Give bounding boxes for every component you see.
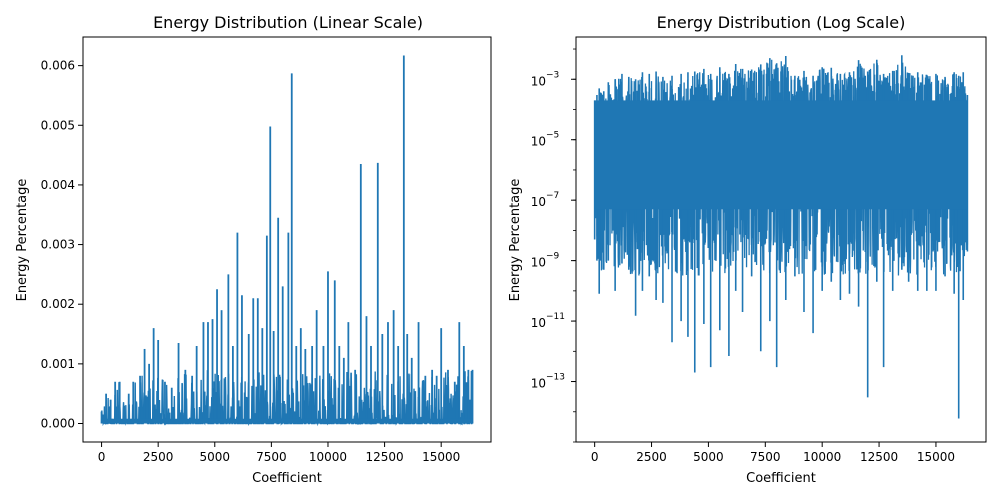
x-tick-label: 2500 [636,450,667,464]
y-tick-label: 10 [531,74,546,88]
x-tick-label: 10000 [803,450,841,464]
linear-series-line [100,370,474,427]
linear-x-ticks: 0 2500 5000 7500 10000 12500 15000 [98,442,460,464]
x-axis-label-linear: Coefficient [252,471,322,486]
y-tick-exponent: −5 [546,131,559,141]
y-tick-label: 0.004 [41,178,75,192]
log-scale-panel: Energy Distribution (Log Scale) 0 2500 500… [508,13,987,486]
linear-baseline-band [101,418,473,424]
y-tick-label: 10 [531,256,546,270]
linear-scale-panel: Energy Distribution (Linear Scale) 0 2500… [15,13,492,486]
y-tick-exponent: −9 [546,252,560,262]
y-tick-exponent: −11 [546,312,565,322]
y-tick-label: 0.006 [41,59,75,73]
y-tick-label: 0.002 [41,297,75,311]
y-tick-label: 10 [531,316,546,330]
x-axis-label-log: Coefficient [746,471,816,486]
y-axis-label-linear: Energy Percentage [15,179,30,302]
log-plot-area [593,55,969,419]
y-tick-label: 0.000 [41,417,75,431]
y-tick-exponent: −13 [546,373,565,383]
linear-plot-area [100,55,474,427]
y-tick-exponent: −3 [546,70,559,80]
y-tick-label: 0.003 [41,238,75,252]
x-tick-label: 5000 [200,450,231,464]
linear-axes-frame [82,36,492,443]
x-tick-label: 7500 [256,450,287,464]
x-tick-label: 15000 [422,450,460,464]
x-tick-label: 0 [98,450,106,464]
y-tick-exponent: −7 [546,191,559,201]
x-tick-label: 12500 [365,450,403,464]
y-tick-label: 10 [531,377,546,391]
x-tick-label: 12500 [860,450,898,464]
x-tick-label: 10000 [309,450,347,464]
chart-title-log: Energy Distribution (Log Scale) [657,13,906,32]
linear-y-ticks: 0.000 0.001 0.002 0.003 0.004 0.005 0.006 [41,59,83,431]
x-tick-label: 15000 [917,450,955,464]
y-tick-label: 0.001 [41,357,75,371]
x-tick-label: 0 [591,450,599,464]
chart-title-linear: Energy Distribution (Linear Scale) [153,13,423,32]
y-axis-label-log: Energy Percentage [508,179,523,302]
y-tick-label: 10 [531,135,546,149]
log-dense-band [594,100,968,210]
log-x-ticks: 0 2500 5000 7500 10000 12500 15000 [591,442,955,464]
x-tick-label: 5000 [693,450,724,464]
x-tick-label: 2500 [143,450,174,464]
log-axes-frame [575,36,987,443]
y-tick-label: 10 [531,195,546,209]
x-tick-label: 7500 [750,450,781,464]
y-tick-label: 0.005 [41,118,75,132]
